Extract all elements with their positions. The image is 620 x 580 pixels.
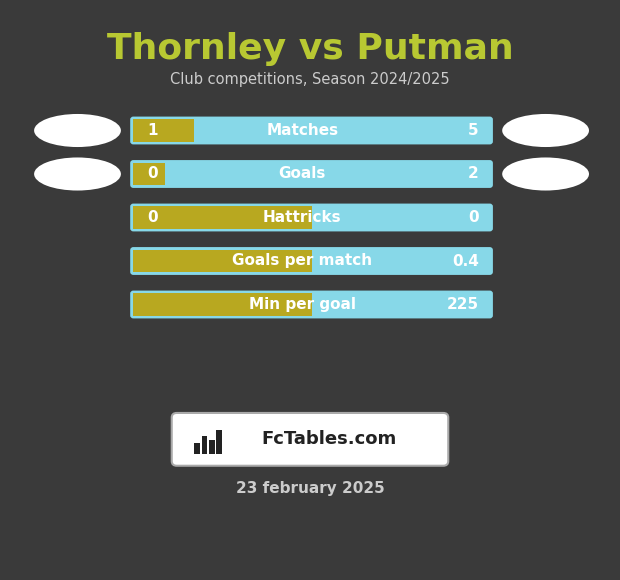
Bar (133, 250, 312, 272)
Bar (133, 293, 312, 316)
Text: 0: 0 (147, 210, 157, 225)
FancyBboxPatch shape (130, 247, 493, 275)
Ellipse shape (34, 114, 121, 147)
FancyBboxPatch shape (130, 117, 205, 144)
Text: FcTables.com: FcTables.com (261, 430, 396, 448)
Text: Matches: Matches (266, 123, 339, 138)
Ellipse shape (34, 158, 121, 190)
FancyBboxPatch shape (130, 117, 493, 144)
Text: 2: 2 (468, 166, 479, 182)
Bar (194, 443, 200, 454)
FancyBboxPatch shape (130, 160, 493, 188)
Bar (216, 430, 222, 454)
FancyBboxPatch shape (130, 247, 322, 275)
Bar (202, 436, 207, 454)
Bar (133, 163, 166, 185)
FancyBboxPatch shape (130, 291, 493, 318)
Text: Club competitions, Season 2024/2025: Club competitions, Season 2024/2025 (170, 72, 450, 87)
Text: 23 february 2025: 23 february 2025 (236, 481, 384, 496)
Text: Min per goal: Min per goal (249, 297, 356, 312)
Text: Thornley vs Putman: Thornley vs Putman (107, 32, 513, 66)
Bar (133, 119, 194, 142)
Text: Hattricks: Hattricks (263, 210, 342, 225)
FancyBboxPatch shape (130, 160, 176, 188)
Ellipse shape (502, 158, 589, 190)
Text: 5: 5 (468, 123, 479, 138)
Text: Goals: Goals (278, 166, 326, 182)
Text: 1: 1 (147, 123, 157, 138)
FancyBboxPatch shape (172, 413, 448, 466)
FancyBboxPatch shape (130, 291, 322, 318)
Text: 0: 0 (468, 210, 479, 225)
FancyBboxPatch shape (130, 204, 322, 231)
FancyBboxPatch shape (130, 204, 493, 231)
Text: 0.4: 0.4 (452, 253, 479, 269)
Bar (209, 440, 215, 454)
Text: Goals per match: Goals per match (232, 253, 373, 269)
Bar (133, 206, 312, 229)
Ellipse shape (502, 114, 589, 147)
Text: 0: 0 (147, 166, 157, 182)
Text: 225: 225 (446, 297, 479, 312)
